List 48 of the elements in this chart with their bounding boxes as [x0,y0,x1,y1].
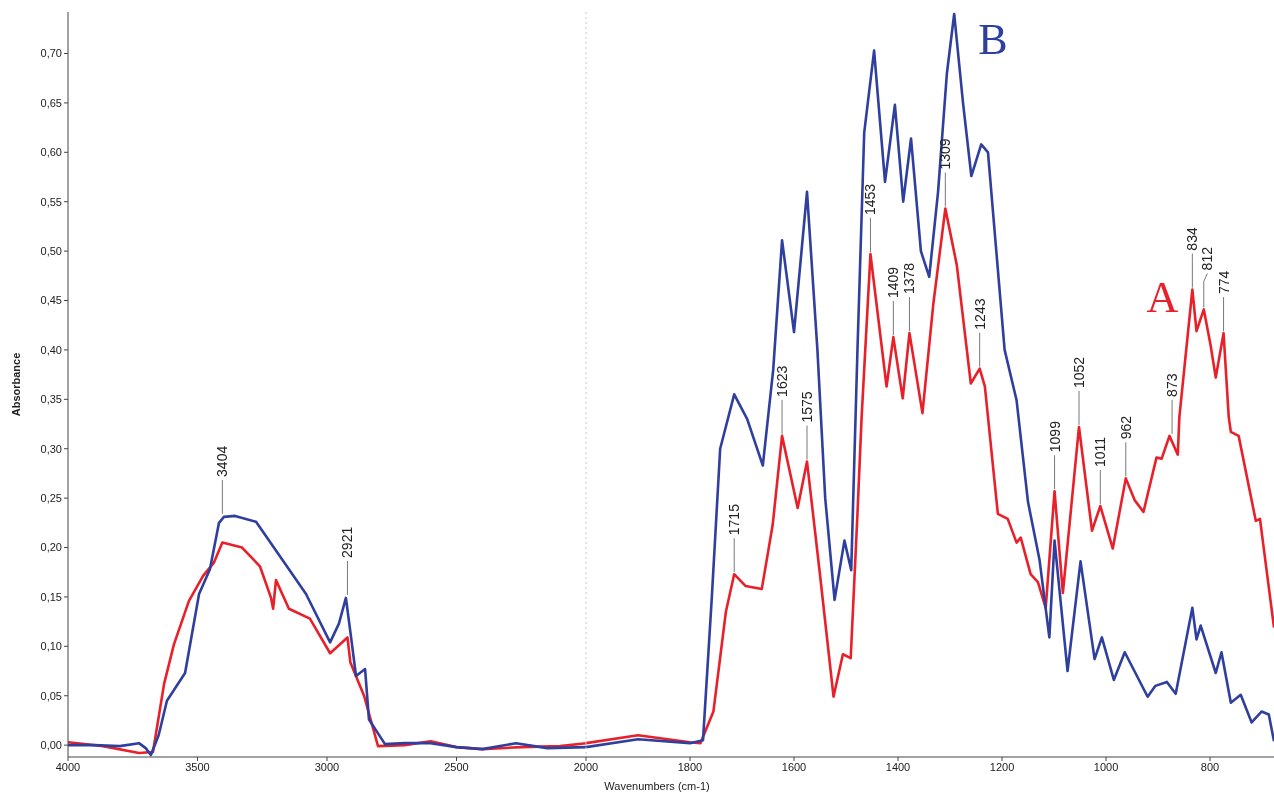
annotation: 1378 [901,262,918,295]
y-tick-label: 0,00 [40,739,62,752]
y-tick-label: 0,10 [40,640,62,653]
annotation: 873 [1164,373,1181,397]
annotation: 1011 [1092,436,1109,468]
annotation: 1409 [885,266,902,299]
annotation: 1453 [862,183,879,216]
y-tick-label: 0,35 [40,393,62,406]
y-tick-label: 0,40 [40,343,62,356]
y-tick-label: 0,05 [40,689,62,702]
x-tick-label: 1600 [781,760,807,773]
annotation: 1623 [774,365,791,397]
series-label: A [1146,272,1179,322]
y-tick-label: 0,70 [40,47,62,60]
x-tick-label: 2000 [573,760,599,773]
annotation: 1575 [799,391,816,423]
annotation: 1099 [1046,420,1063,453]
y-tick-label: 0,55 [40,195,62,208]
annotation: 962 [1117,415,1134,440]
x-tick-label: 1200 [989,760,1015,773]
y-tick-label: 0,65 [40,96,62,109]
y-tick-label: 0,20 [40,541,62,554]
y-tick-label: 0,50 [40,245,62,258]
x-tick-label: 2500 [444,760,469,773]
y-tick-label: 0,25 [40,492,62,505]
series-label: B [978,14,1008,64]
annotation: 774 [1215,270,1232,295]
x-tick-label: 3500 [185,760,210,773]
annotation: 3404 [214,445,231,477]
x-tick-label: 1800 [677,760,703,773]
x-tick-label: 800 [1200,760,1220,773]
y-tick-label: 0,30 [40,442,62,455]
annotation: 1052 [1070,356,1087,388]
y-tick-label: 0,60 [40,146,62,159]
x-tick-label: 3000 [314,760,340,773]
annotation: 2921 [339,526,356,558]
y-axis-title: Absorbance [10,352,22,417]
annotation: 834 [1184,227,1201,251]
annotation: 1309 [937,138,954,170]
x-tick-label: 1000 [1093,760,1119,773]
annotation: 812 [1199,246,1216,271]
x-axis-title: Wavenumbers (cm-1) [604,780,710,792]
y-tick-label: 0,15 [40,590,62,603]
annotation: 1715 [726,503,743,536]
x-tick-label: 4000 [55,760,81,773]
y-tick-label: 0,45 [40,294,62,307]
x-tick-label: 1400 [885,760,911,773]
annotation: 1243 [971,298,988,330]
